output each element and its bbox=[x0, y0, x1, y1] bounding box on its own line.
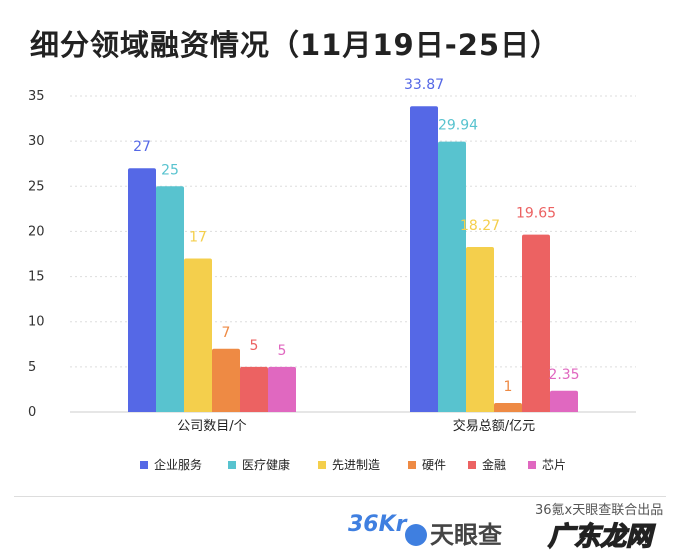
legend-swatch bbox=[228, 461, 236, 469]
bar bbox=[212, 348, 240, 412]
bar bbox=[550, 390, 578, 412]
y-tick-label: 30 bbox=[28, 134, 45, 149]
bar bbox=[410, 106, 438, 413]
legend-swatch bbox=[318, 461, 326, 469]
y-tick-label: 20 bbox=[28, 224, 45, 239]
footer-divider bbox=[14, 496, 666, 497]
bar bbox=[466, 247, 494, 412]
data-label: 1 bbox=[504, 379, 513, 395]
legend-label: 先进制造 bbox=[332, 458, 380, 472]
data-label: 5 bbox=[250, 338, 259, 354]
y-tick-label: 0 bbox=[28, 405, 36, 420]
bar bbox=[522, 234, 550, 412]
bar bbox=[156, 186, 184, 412]
chart-title: 细分领域融资情况（11月19日-25日） bbox=[30, 28, 561, 62]
bar bbox=[268, 366, 296, 412]
legend-label: 硬件 bbox=[422, 458, 446, 472]
x-category-label: 交易总额/亿元 bbox=[453, 418, 535, 434]
data-label: 19.65 bbox=[516, 206, 556, 222]
bar bbox=[128, 168, 156, 412]
tianyancha-logo: 天眼查 bbox=[405, 515, 502, 550]
bar bbox=[438, 141, 466, 412]
data-label: 33.87 bbox=[404, 77, 444, 93]
bar bbox=[240, 366, 268, 412]
legend-label: 芯片 bbox=[542, 458, 566, 472]
legend-swatch bbox=[140, 461, 148, 469]
legend-label: 医疗健康 bbox=[242, 457, 290, 472]
bar-chart: 0 5 10 15 20 25 30 35 公司数目/个 27 25 17 7 5 5 交易总额/亿元 33.8… bbox=[28, 77, 636, 472]
data-label: 18.27 bbox=[460, 218, 500, 234]
data-label: 29.94 bbox=[438, 118, 478, 134]
watermark: 广东龙网 bbox=[547, 521, 653, 553]
data-label: 27 bbox=[133, 139, 151, 155]
data-label: 7 bbox=[222, 325, 231, 341]
36kr-logo: 36Kr bbox=[348, 512, 407, 537]
y-tick-label: 10 bbox=[28, 315, 45, 330]
credit-text: 36氪x天眼查联合出品 bbox=[535, 503, 664, 518]
legend-swatch bbox=[408, 461, 416, 469]
tianyancha-logo-text: 天眼查 bbox=[430, 521, 502, 549]
36kr-logo-text: 36Kr bbox=[348, 512, 407, 537]
data-label: 25 bbox=[161, 162, 179, 178]
y-tick-label: 15 bbox=[28, 270, 45, 285]
y-tick-label: 35 bbox=[28, 89, 45, 104]
data-label: 2.35 bbox=[548, 367, 579, 383]
data-label: 17 bbox=[189, 230, 207, 246]
y-tick-label: 5 bbox=[28, 360, 36, 375]
y-tick-label: 25 bbox=[28, 179, 45, 194]
x-category-label: 公司数目/个 bbox=[177, 419, 246, 434]
legend-swatch bbox=[528, 461, 536, 469]
legend-label: 金融 bbox=[482, 457, 506, 472]
tianyancha-icon bbox=[405, 524, 427, 546]
bar bbox=[184, 258, 212, 412]
legend-label: 企业服务 bbox=[154, 457, 202, 472]
bar bbox=[494, 402, 522, 412]
legend-swatch bbox=[468, 461, 476, 469]
data-label: 5 bbox=[278, 343, 287, 359]
